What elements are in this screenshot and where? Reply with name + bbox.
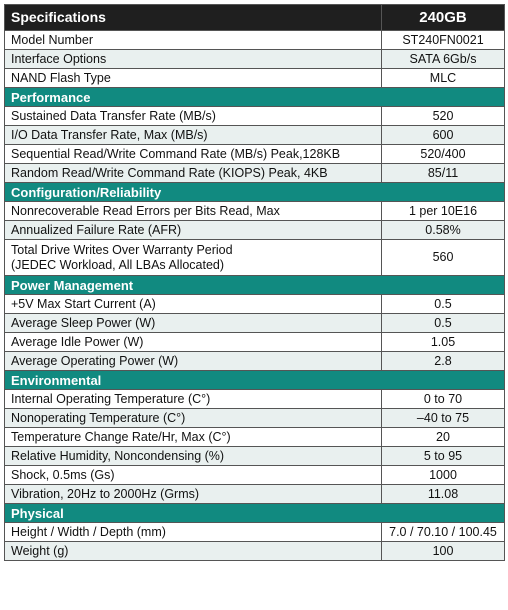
table-row: Total Drive Writes Over Warranty Period …: [4, 239, 505, 276]
spec-label: Model Number: [4, 30, 382, 50]
spec-value: 520/400: [381, 144, 505, 164]
spec-value: 0 to 70: [381, 389, 505, 409]
header-title: Specifications: [4, 4, 382, 31]
table-row: I/O Data Transfer Rate, Max (MB/s) 600: [4, 125, 505, 145]
spec-label: Height / Width / Depth (mm): [4, 522, 382, 542]
spec-label: +5V Max Start Current (A): [4, 294, 382, 314]
spec-value: 100: [381, 541, 505, 561]
spec-label: Interface Options: [4, 49, 382, 69]
table-row: Vibration, 20Hz to 2000Hz (Grms) 11.08: [4, 484, 505, 504]
spec-label: Average Idle Power (W): [4, 332, 382, 352]
section-header-row: Environmental: [4, 370, 505, 390]
spec-value: 5 to 95: [381, 446, 505, 466]
table-row: Nonrecoverable Read Errors per Bits Read…: [4, 201, 505, 221]
table-row: NAND Flash Type MLC: [4, 68, 505, 88]
spec-value: 1000: [381, 465, 505, 485]
section-title: Power Management: [4, 275, 505, 295]
table-row: Annualized Failure Rate (AFR) 0.58%: [4, 220, 505, 240]
table-header-row: Specifications 240GB: [4, 4, 505, 31]
table-row: Interface Options SATA 6Gb/s: [4, 49, 505, 69]
spec-value: ST240FN0021: [381, 30, 505, 50]
spec-value: 0.58%: [381, 220, 505, 240]
spec-label: Average Sleep Power (W): [4, 313, 382, 333]
spec-label: Shock, 0.5ms (Gs): [4, 465, 382, 485]
spec-label: Total Drive Writes Over Warranty Period …: [4, 239, 382, 276]
spec-label: Random Read/Write Command Rate (KIOPS) P…: [4, 163, 382, 183]
spec-label: Relative Humidity, Noncondensing (%): [4, 446, 382, 466]
spec-value: 0.5: [381, 294, 505, 314]
table-row: Model Number ST240FN0021: [4, 30, 505, 50]
specifications-body: Specifications 240GB Model Number ST240FN…: [4, 4, 505, 561]
table-row: Height / Width / Depth (mm) 7.0 / 70.10 /…: [4, 522, 505, 542]
spec-label: Internal Operating Temperature (C°): [4, 389, 382, 409]
spec-value: 11.08: [381, 484, 505, 504]
table-row: Nonoperating Temperature (C°) –40 to 75: [4, 408, 505, 428]
section-title: Configuration/Reliability: [4, 182, 505, 202]
table-row: Average Sleep Power (W) 0.5: [4, 313, 505, 333]
table-row: Relative Humidity, Noncondensing (%) 5 to…: [4, 446, 505, 466]
specifications-table: Specifications 240GB Model Number ST240FN…: [4, 4, 505, 561]
section-title: Performance: [4, 87, 505, 107]
section-header-row: Power Management: [4, 275, 505, 295]
section-header-row: Physical: [4, 503, 505, 523]
section-header-row: Configuration/Reliability: [4, 182, 505, 202]
table-row: Sustained Data Transfer Rate (MB/s) 520: [4, 106, 505, 126]
section-title: Environmental: [4, 370, 505, 390]
spec-value: MLC: [381, 68, 505, 88]
spec-value: 600: [381, 125, 505, 145]
spec-label: I/O Data Transfer Rate, Max (MB/s): [4, 125, 382, 145]
section-title: Physical: [4, 503, 505, 523]
spec-value: 1.05: [381, 332, 505, 352]
spec-label: NAND Flash Type: [4, 68, 382, 88]
table-row: Temperature Change Rate/Hr, Max (C°) 20: [4, 427, 505, 447]
spec-label: Temperature Change Rate/Hr, Max (C°): [4, 427, 382, 447]
spec-value: 520: [381, 106, 505, 126]
spec-value: –40 to 75: [381, 408, 505, 428]
section-header-row: Performance: [4, 87, 505, 107]
table-row: +5V Max Start Current (A) 0.5: [4, 294, 505, 314]
spec-value: 0.5: [381, 313, 505, 333]
spec-label: Weight (g): [4, 541, 382, 561]
table-row: Weight (g) 100: [4, 541, 505, 561]
spec-label: Nonoperating Temperature (C°): [4, 408, 382, 428]
spec-value: 2.8: [381, 351, 505, 371]
table-row: Random Read/Write Command Rate (KIOPS) P…: [4, 163, 505, 183]
table-row: Internal Operating Temperature (C°) 0 to …: [4, 389, 505, 409]
spec-value: 85/11: [381, 163, 505, 183]
spec-label: Nonrecoverable Read Errors per Bits Read…: [4, 201, 382, 221]
spec-label: Sequential Read/Write Command Rate (MB/s…: [4, 144, 382, 164]
header-capacity: 240GB: [381, 4, 505, 31]
table-row: Shock, 0.5ms (Gs) 1000: [4, 465, 505, 485]
table-row: Average Idle Power (W) 1.05: [4, 332, 505, 352]
table-row: Sequential Read/Write Command Rate (MB/s…: [4, 144, 505, 164]
spec-value: 20: [381, 427, 505, 447]
spec-label: Vibration, 20Hz to 2000Hz (Grms): [4, 484, 382, 504]
spec-value: 560: [381, 239, 505, 276]
spec-label: Sustained Data Transfer Rate (MB/s): [4, 106, 382, 126]
spec-value: 1 per 10E16: [381, 201, 505, 221]
table-row: Average Operating Power (W) 2.8: [4, 351, 505, 371]
spec-label: Average Operating Power (W): [4, 351, 382, 371]
spec-label: Annualized Failure Rate (AFR): [4, 220, 382, 240]
spec-value: 7.0 / 70.10 / 100.45: [381, 522, 505, 542]
spec-value: SATA 6Gb/s: [381, 49, 505, 69]
